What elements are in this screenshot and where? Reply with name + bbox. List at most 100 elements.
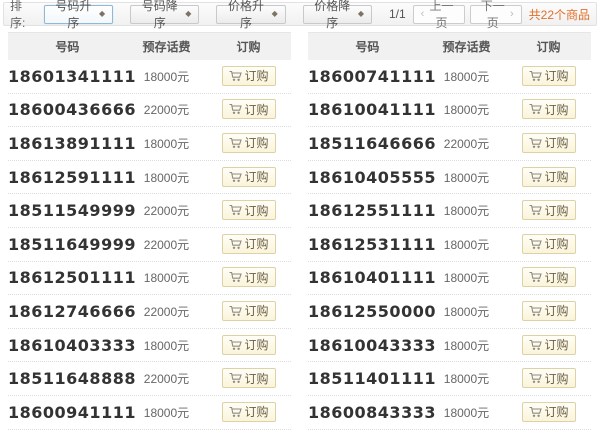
number-table-left: 号码 预存话费 订购 18601341111 18000元 订购 1860043666… bbox=[8, 32, 291, 430]
order-button[interactable]: 订购 bbox=[221, 99, 276, 120]
order-button-label: 订购 bbox=[544, 338, 569, 353]
cart-icon bbox=[229, 305, 242, 316]
table-body-left: 18601341111 18000元 订购 18600436666 22000元 订购 18… bbox=[8, 60, 291, 430]
table-row: 18610401111 18000元 订购 bbox=[308, 261, 591, 296]
order-button[interactable]: 订购 bbox=[221, 368, 276, 389]
table-row: 18612591111 18000元 订购 bbox=[8, 160, 291, 195]
order-button[interactable]: 订购 bbox=[521, 368, 576, 389]
order-button-label: 订购 bbox=[244, 237, 269, 252]
order-cell: 订购 bbox=[206, 300, 291, 322]
table-row: 18612531111 18000元 订购 bbox=[308, 227, 591, 262]
order-button-label: 订购 bbox=[244, 405, 269, 420]
order-button-label: 订购 bbox=[244, 338, 269, 353]
cart-icon bbox=[229, 104, 242, 115]
order-button[interactable]: 订购 bbox=[521, 166, 576, 187]
order-button[interactable]: 订购 bbox=[521, 267, 576, 288]
order-button[interactable]: 订购 bbox=[521, 132, 576, 153]
order-cell: 订购 bbox=[506, 401, 591, 423]
order-button[interactable]: 订购 bbox=[521, 300, 576, 321]
order-button[interactable]: 订购 bbox=[221, 132, 276, 153]
table-row: 18612550000 18000元 订购 bbox=[308, 295, 591, 329]
next-page-button[interactable]: 下一页 › bbox=[469, 0, 522, 30]
table-header: 号码 预存话费 订购 bbox=[308, 32, 591, 60]
header-order: 订购 bbox=[536, 40, 561, 54]
order-button-label: 订购 bbox=[244, 270, 269, 285]
phone-number: 18612531111 bbox=[308, 234, 436, 254]
order-button-label: 订购 bbox=[544, 304, 569, 319]
sort-button-1[interactable]: 号码降序 ◆ bbox=[130, 0, 200, 30]
cart-icon bbox=[529, 205, 542, 216]
order-button[interactable]: 订购 bbox=[521, 200, 576, 221]
order-button-label: 订购 bbox=[244, 69, 269, 84]
table-row: 18600843333 18000元 订购 bbox=[308, 395, 591, 430]
table-row: 18610405555 18000元 订购 bbox=[308, 160, 591, 195]
phone-number: 18612551111 bbox=[308, 201, 436, 221]
phone-number: 18511648888 bbox=[8, 369, 136, 389]
order-cell: 订购 bbox=[206, 368, 291, 389]
prepaid-amount: 22000元 bbox=[443, 136, 490, 151]
cart-icon bbox=[229, 137, 242, 148]
order-button-label: 订购 bbox=[544, 136, 569, 151]
order-button[interactable]: 订购 bbox=[521, 233, 576, 254]
order-cell: 订购 bbox=[506, 334, 591, 356]
order-cell: 订购 bbox=[206, 267, 291, 288]
order-button-label: 订购 bbox=[244, 304, 269, 319]
prepaid-amount: 18000元 bbox=[143, 271, 190, 286]
sort-button-3[interactable]: 价格降序 ◆ bbox=[302, 0, 372, 30]
prepaid-amount: 18000元 bbox=[443, 271, 490, 286]
order-cell: 订购 bbox=[506, 267, 591, 288]
prepaid-amount: 18000元 bbox=[143, 170, 190, 185]
order-button[interactable]: 订购 bbox=[221, 267, 276, 288]
order-cell: 订购 bbox=[206, 200, 291, 221]
order-button[interactable]: 订购 bbox=[521, 401, 576, 422]
sort-button-2[interactable]: 价格升序 ◆ bbox=[216, 0, 286, 30]
order-button[interactable]: 订购 bbox=[221, 334, 276, 355]
order-button[interactable]: 订购 bbox=[221, 401, 276, 422]
pagination: 1/1 ‹ 上一页 下一页 › 共22个商品 bbox=[389, 0, 590, 30]
order-cell: 订购 bbox=[206, 233, 291, 255]
table-row: 18601341111 18000元 订购 bbox=[8, 60, 291, 94]
order-button[interactable]: 订购 bbox=[221, 200, 276, 221]
cart-icon bbox=[529, 406, 542, 417]
phone-number: 18511649999 bbox=[8, 234, 136, 254]
prepaid-amount: 18000元 bbox=[143, 405, 190, 420]
sort-label: 排序: bbox=[10, 0, 26, 30]
prepaid-amount: 18000元 bbox=[443, 304, 490, 319]
table-row: 18610403333 18000元 订购 bbox=[8, 328, 291, 363]
order-button[interactable]: 订购 bbox=[521, 99, 576, 120]
order-button[interactable]: 订购 bbox=[221, 233, 276, 254]
prepaid-amount: 18000元 bbox=[443, 372, 490, 387]
table-row: 18612501111 18000元 订购 bbox=[8, 261, 291, 296]
next-arrow-icon: › bbox=[509, 7, 514, 20]
phone-number: 18600843333 bbox=[308, 402, 436, 422]
order-cell: 订购 bbox=[506, 99, 591, 120]
header-number: 号码 bbox=[55, 40, 80, 54]
order-button[interactable]: 订购 bbox=[221, 166, 276, 187]
phone-number: 18601341111 bbox=[8, 66, 136, 86]
order-button-label: 订购 bbox=[544, 270, 569, 285]
sort-diamond-icon: ◆ bbox=[99, 9, 106, 18]
table-row: 18600436666 22000元 订购 bbox=[8, 93, 291, 128]
sort-button-0[interactable]: 号码升序 ◆ bbox=[43, 0, 114, 30]
cart-icon bbox=[529, 238, 542, 249]
order-button[interactable]: 订购 bbox=[521, 334, 576, 355]
sort-button-label: 号码升序 bbox=[55, 0, 92, 30]
phone-number: 18612746666 bbox=[8, 301, 136, 321]
total-count: 共22个商品 bbox=[528, 7, 590, 22]
cart-icon bbox=[229, 205, 242, 216]
order-button[interactable]: 订购 bbox=[221, 65, 276, 86]
cart-icon bbox=[229, 339, 242, 350]
sort-diamond-icon: ◆ bbox=[185, 9, 192, 18]
order-cell: 订购 bbox=[506, 132, 591, 154]
prepaid-amount: 18000元 bbox=[443, 338, 490, 353]
phone-number: 18600436666 bbox=[8, 100, 136, 120]
prepaid-amount: 22000元 bbox=[143, 204, 190, 219]
prepaid-amount: 22000元 bbox=[143, 372, 190, 387]
phone-number: 18600941111 bbox=[8, 402, 136, 422]
order-button[interactable]: 订购 bbox=[521, 65, 576, 86]
order-button[interactable]: 订购 bbox=[221, 300, 276, 321]
prev-page-button[interactable]: ‹ 上一页 bbox=[412, 0, 465, 30]
cart-icon bbox=[529, 137, 542, 148]
phone-number: 18600741111 bbox=[308, 66, 436, 86]
